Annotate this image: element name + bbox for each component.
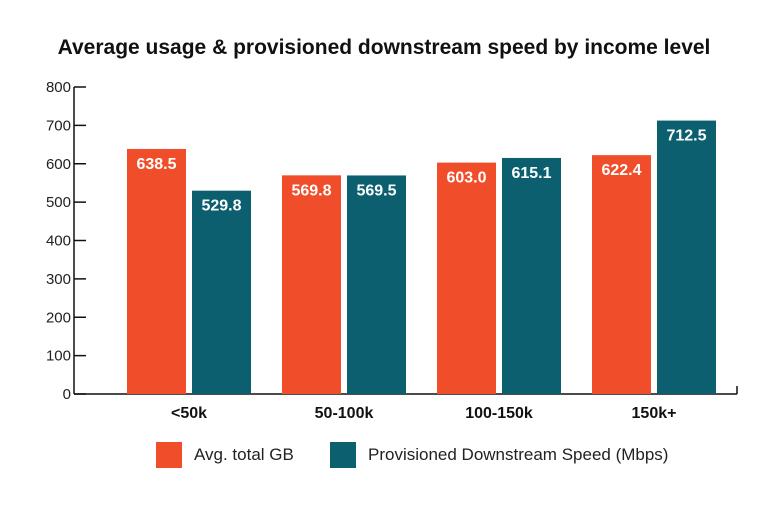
- legend-label-avg-total-gb: Avg. total GB: [194, 445, 294, 464]
- data-label-provisioned-downstream-speed-mbps-100-150k: 615.1: [511, 165, 551, 182]
- chart-title: Average usage & provisioned downstream s…: [57, 36, 711, 59]
- x-tick-label-50k: <50k: [171, 405, 207, 422]
- data-label-provisioned-downstream-speed-mbps-50k: 529.8: [201, 198, 241, 215]
- y-tick-label-100: 100: [46, 348, 71, 365]
- legend-swatch-provisioned-speed: [330, 442, 356, 468]
- y-tick-label-200: 200: [46, 309, 71, 326]
- bar-provisioned-downstream-speed-mbps-150k: [657, 120, 716, 394]
- data-label-avg-total-gb-150k: 622.4: [601, 162, 641, 179]
- bar-avg-total-gb-50k: [127, 148, 186, 394]
- y-tick-label-800: 800: [46, 79, 71, 96]
- x-tick-label-150k: 150k+: [632, 405, 677, 422]
- data-label-avg-total-gb-100-150k: 603.0: [446, 170, 486, 187]
- bar-provisioned-downstream-speed-mbps-50k: [192, 190, 251, 394]
- bars: [127, 120, 716, 394]
- y-tick-label-400: 400: [46, 233, 71, 250]
- bar-avg-total-gb-150k: [592, 155, 651, 394]
- bar-avg-total-gb-100-150k: [437, 162, 496, 394]
- data-label-avg-total-gb-50k: 638.5: [136, 156, 176, 173]
- x-tick-label-100-150k: 100-150k: [465, 405, 533, 422]
- y-tick-label-500: 500: [46, 194, 71, 211]
- legend: Avg. total GB Provisioned Downstream Spe…: [0, 442, 768, 470]
- legend-item-provisioned-speed: Provisioned Downstream Speed (Mbps): [330, 442, 668, 468]
- legend-label-provisioned-speed: Provisioned Downstream Speed (Mbps): [368, 445, 669, 464]
- bar-avg-total-gb-50-100k: [282, 175, 341, 394]
- bar-provisioned-downstream-speed-mbps-50-100k: [347, 175, 406, 394]
- y-tick-label-0: 0: [63, 386, 71, 403]
- legend-swatch-avg-total-gb: [156, 442, 182, 468]
- legend-item-avg-total-gb: Avg. total GB: [156, 442, 294, 468]
- data-label-provisioned-downstream-speed-mbps-50-100k: 569.5: [356, 182, 396, 199]
- y-tick-label-300: 300: [46, 271, 71, 288]
- y-tick-label-600: 600: [46, 156, 71, 173]
- data-label-avg-total-gb-50-100k: 569.8: [291, 182, 331, 199]
- axes: 0 100 200 300 400 500 600 700 800 <50k 50-100k 100-…: [46, 79, 738, 422]
- data-labels: 638.5 529.8 569.8 569.5 603.0 615.1 622.4 712.5: [136, 128, 706, 215]
- bar-provisioned-downstream-speed-mbps-100-150k: [502, 157, 561, 394]
- y-tick-label-700: 700: [46, 117, 71, 134]
- data-label-provisioned-downstream-speed-mbps-150k: 712.5: [666, 128, 706, 145]
- x-tick-label-50-100k: 50-100k: [315, 405, 374, 422]
